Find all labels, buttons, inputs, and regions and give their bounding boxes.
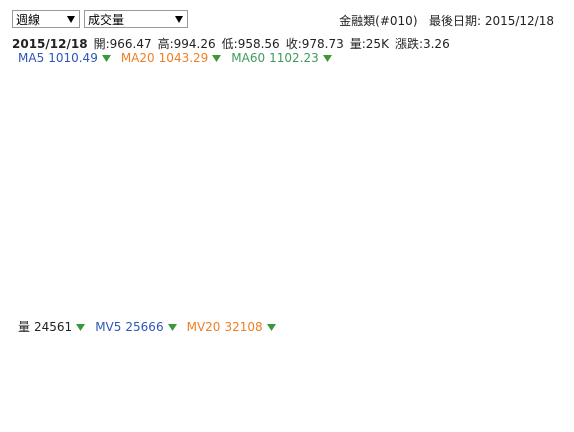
down-triangle [167, 324, 177, 331]
indicator-select[interactable]: 成交量 [84, 10, 188, 28]
triangle-shape [76, 324, 86, 331]
dropdown-arrow [175, 16, 183, 23]
legend-name: MA60 [231, 51, 266, 65]
quote-line: 2015/12/18 開:966.47 高:994.26 低:958.56 收:978.… [12, 35, 450, 52]
quote-volume-label: 量: [349, 37, 366, 51]
quote-change: 3.26 [422, 37, 450, 51]
triangle-shape [212, 55, 222, 62]
quote-field-value: 994.26 [173, 37, 216, 51]
period-label: 週線 [16, 13, 41, 27]
header-info: 金融類(#010) 最後日期: 2015/12/18 [339, 12, 554, 29]
index-name: 金融類(#010) [339, 14, 418, 28]
legend-name: MV20 [186, 320, 221, 334]
legend-value: 1010.49 [48, 51, 98, 65]
legend-value: 1102.23 [269, 51, 319, 65]
down-triangle [76, 324, 86, 331]
quote-volume: 25K [365, 37, 389, 51]
legend-name: MV5 [95, 320, 122, 334]
quote-field-value: 966.47 [109, 37, 152, 51]
last-date-label: 最後日期: [428, 14, 481, 28]
triangle-shape [322, 55, 332, 62]
quote-field-label: 低: [221, 37, 238, 51]
ma-legend: MA5 1010.49 MA20 1043.29 MA60 1102.23 [18, 51, 342, 65]
legend-value: 1043.29 [158, 51, 209, 65]
legend-name: MA5 [18, 51, 45, 65]
triangle-shape [101, 55, 111, 62]
period-select[interactable]: 週線 900100011001200025K50K75K100K2014/0710… [12, 10, 80, 28]
quote-field-value: 958.56 [237, 37, 280, 51]
legend-name: MA20 [120, 51, 155, 65]
triangle-shape [266, 324, 276, 331]
quote-field-label: 高: [157, 37, 174, 51]
volume-legend: 量 24561 MV5 25666 MV20 32108 [18, 318, 286, 335]
indicator-label: 成交量 [88, 13, 125, 27]
quote-change-label: 漲跌: [394, 37, 423, 51]
quote-date: 2015/12/18 [12, 37, 88, 51]
quote-field-label: 開: [93, 37, 110, 51]
down-triangle [322, 55, 332, 62]
legend-value: 32108 [224, 320, 263, 334]
quote-field-label: 收: [285, 37, 302, 51]
legend-value: 25666 [125, 320, 164, 334]
down-triangle [212, 55, 222, 62]
dropdown-arrow: 900100011001200025K50K75K100K2014/071020… [67, 16, 75, 23]
down-triangle [101, 55, 111, 62]
quote-field-value: 978.73 [301, 37, 344, 51]
legend-name: 量 [18, 320, 31, 334]
last-date: 2015/12/18 [484, 14, 554, 28]
legend-value: 24561 [34, 320, 73, 334]
triangle-shape [167, 324, 177, 331]
down-triangle [266, 324, 276, 331]
